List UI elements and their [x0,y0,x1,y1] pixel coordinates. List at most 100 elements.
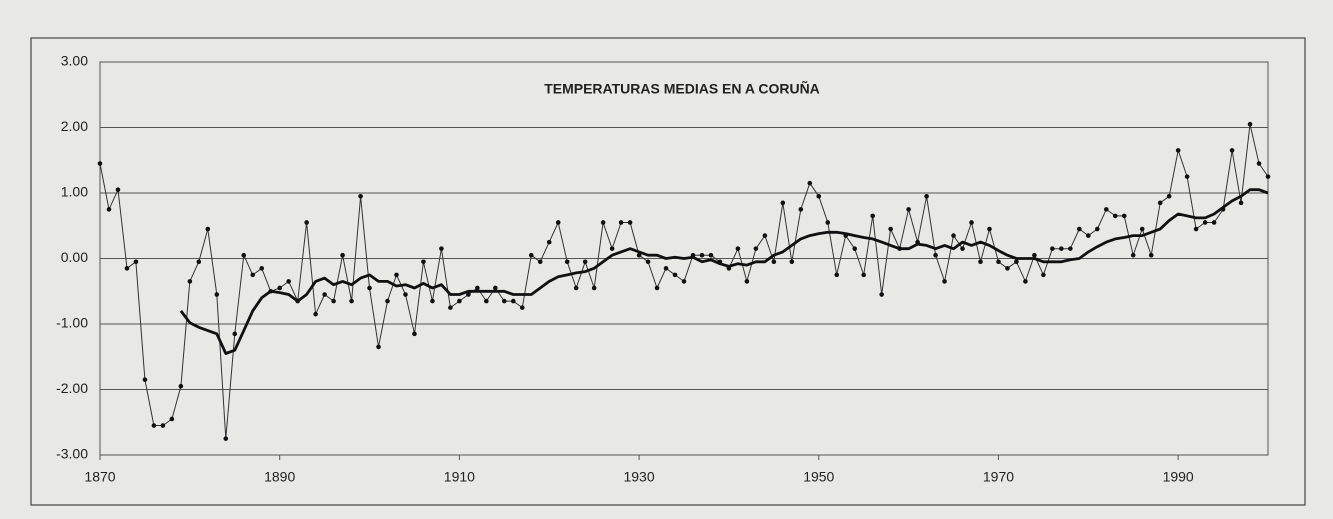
data-point [448,305,453,310]
data-point [466,292,471,297]
x-tick-label: 1930 [623,469,654,485]
data-point [654,285,660,291]
data-point [1256,161,1262,166]
y-tick-label: -3.00 [56,446,88,462]
data-point [502,298,507,304]
data-point [978,259,983,265]
data-point [151,423,157,428]
data-point [430,298,435,304]
data-point [1050,246,1055,251]
data-point [421,259,426,265]
data-point [924,193,929,199]
data-point [376,344,381,350]
data-point [313,311,318,317]
data-point [951,233,956,238]
data-point [1121,213,1127,219]
series-line [179,188,1269,355]
data-point [232,331,238,337]
data-point [1139,226,1145,232]
data-point [798,207,804,212]
x-tick-label: 1890 [264,469,295,485]
data-point [1211,220,1217,225]
data-point [753,246,759,251]
data-point [1094,226,1100,232]
data-point [1238,200,1244,206]
data-point [735,246,741,251]
x-tick-label: 1990 [1163,469,1194,485]
data-point [834,272,840,278]
data-point [861,272,866,278]
data-point [457,298,462,304]
data-point [439,246,444,251]
data-point [115,187,121,193]
data-point [564,259,570,265]
data-point [493,285,498,291]
chart-frame [30,37,1306,506]
data-point [636,252,642,258]
data-point [960,246,965,251]
data-point [178,383,184,389]
data-point [187,279,193,284]
data-point [484,298,489,304]
data-point [97,161,103,166]
data-point [582,259,588,265]
data-point [349,298,354,304]
data-point [259,266,265,271]
data-point [124,266,130,271]
data-point [852,246,858,251]
data-point [1032,252,1037,258]
data-point [1265,174,1271,179]
data-point [627,220,633,225]
x-tick-label: 1910 [444,469,475,485]
data-point [825,220,831,225]
data-point [573,285,579,291]
y-tick-label: 0.00 [61,249,88,265]
data-point [412,331,417,337]
data-point [906,207,911,212]
data-point [205,226,211,232]
y-tick-label: 2.00 [61,118,88,134]
y-tick-label: -2.00 [56,380,88,396]
data-point [214,292,220,297]
data-point [816,193,822,199]
data-point [708,252,714,258]
data-point [1068,246,1073,251]
data-point [169,416,175,422]
data-point [322,292,327,297]
y-tick-label: 3.00 [61,53,88,69]
data-point [358,193,363,199]
data-point [475,285,480,291]
data-point [645,259,651,265]
data-point [618,220,624,225]
data-point [510,298,516,304]
data-point [519,305,525,310]
data-point [403,292,408,297]
data-point [1059,246,1064,251]
data-point [744,279,750,284]
data-point [1229,148,1235,153]
y-tick-label: -1.00 [56,315,88,331]
data-point [241,252,247,258]
data-point [1166,193,1172,199]
data-point [681,279,687,284]
data-point [933,252,938,258]
data-point [1202,220,1208,225]
data-point [250,272,256,278]
data-point [672,272,678,278]
chart-title: TEMPERATURAS MEDIAS EN A CORUÑA [544,80,820,97]
data-point [663,266,669,271]
data-point [771,259,777,265]
data-point [385,298,390,304]
data-point [1077,226,1082,232]
data-point [286,279,291,284]
x-tick-label: 1970 [983,469,1014,485]
data-point [1148,252,1154,258]
data-point [870,213,875,219]
data-point [223,436,229,441]
data-point [1041,272,1046,278]
data-point [1193,226,1199,232]
data-point [160,423,166,428]
data-point [555,220,561,225]
